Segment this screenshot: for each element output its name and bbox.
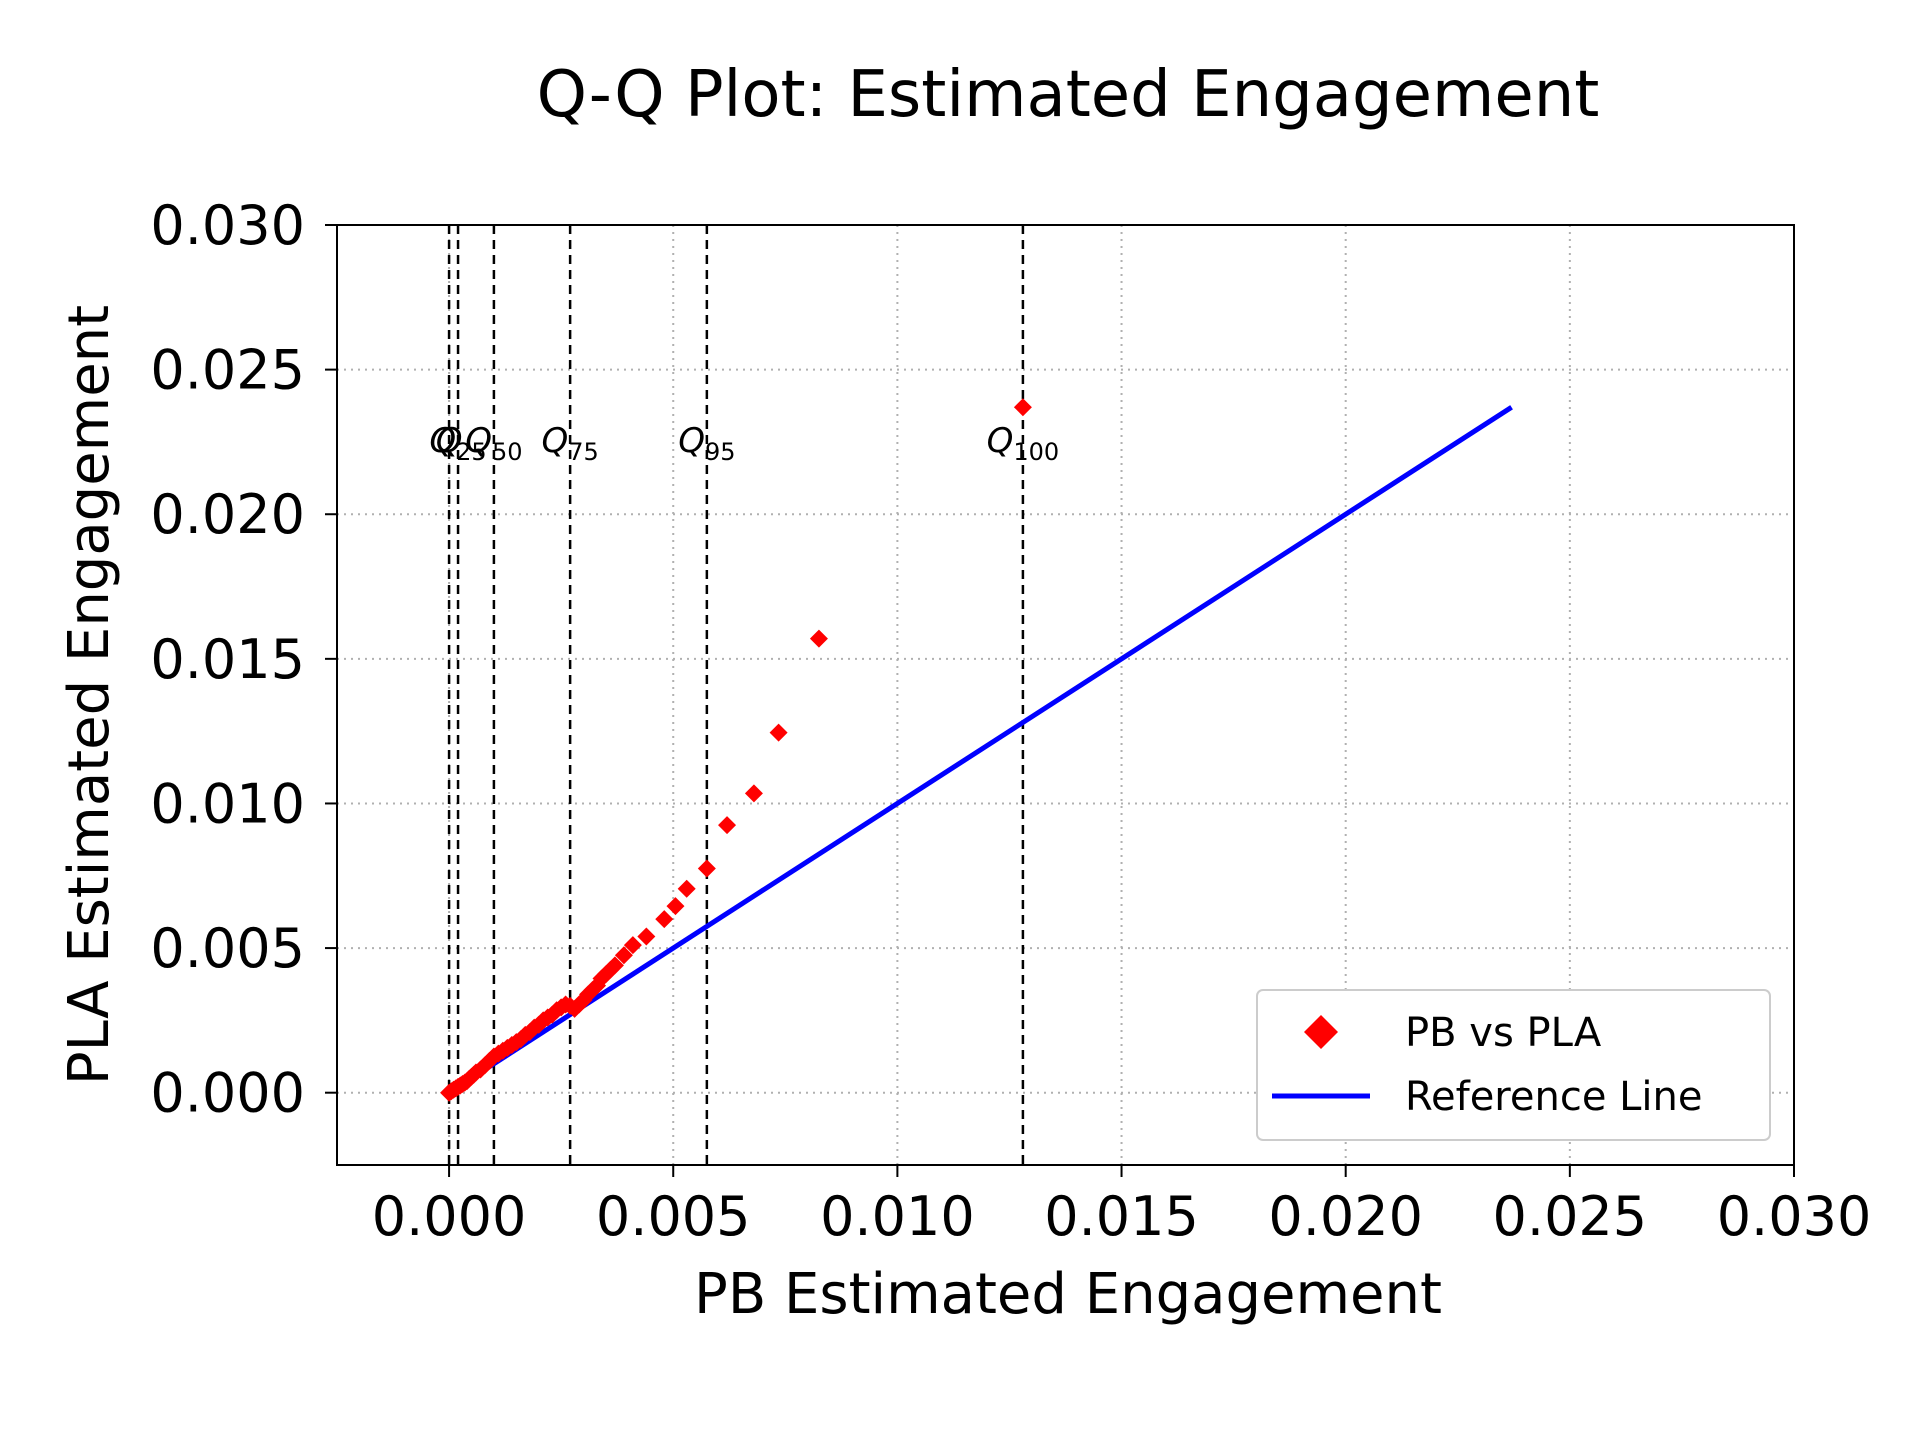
data-point	[697, 859, 716, 878]
x-tick-label: 0.020	[1268, 1185, 1423, 1248]
y-tick-label: 0.025	[150, 339, 305, 402]
data-point	[769, 723, 788, 742]
x-tick-label: 0.000	[372, 1185, 527, 1248]
data-point	[677, 879, 696, 898]
legend: PB vs PLA Reference Line	[1256, 989, 1771, 1141]
x-tick-label: 0.015	[1044, 1185, 1199, 1248]
y-axis-label: PLA Estimated Engagement	[57, 305, 122, 1085]
data-point	[809, 629, 828, 648]
data-point	[623, 936, 642, 955]
chart-title: Q-Q Plot: Estimated Engagement	[537, 58, 1600, 132]
data-point	[744, 784, 763, 803]
legend-box	[1256, 989, 1771, 1141]
y-tick-label: 0.010	[150, 772, 305, 835]
y-tick-label: 0.030	[150, 194, 305, 257]
y-tick-label: 0.000	[150, 1062, 305, 1125]
y-axis-ticks: 0.000 0.005 0.010 0.015 0.020 0.025 0.030	[150, 194, 337, 1125]
x-tick-label: 0.005	[596, 1185, 751, 1248]
data-point	[637, 927, 656, 946]
x-axis-ticks: 0.000 0.005 0.010 0.015 0.020 0.025 0.030	[372, 1165, 1872, 1248]
x-tick-label: 0.025	[1493, 1185, 1648, 1248]
y-tick-label: 0.005	[150, 917, 305, 980]
data-point	[655, 910, 674, 929]
data-point	[666, 897, 685, 916]
legend-diamond-marker	[1304, 1015, 1338, 1049]
data-point	[1013, 398, 1032, 417]
y-tick-label: 0.015	[150, 628, 305, 691]
x-tick-label: 0.030	[1717, 1185, 1872, 1248]
data-point	[605, 956, 624, 975]
reference-line	[447, 405, 1513, 1095]
data-point	[614, 946, 633, 965]
x-axis-label: PB Estimated Engagement	[694, 1262, 1442, 1327]
reference-line-group	[447, 405, 1513, 1095]
plot-frame	[336, 224, 1795, 1166]
legend-label-line: Reference Line	[1405, 1074, 1703, 1120]
scatter-points	[440, 398, 1032, 1102]
y-tick-label: 0.020	[150, 483, 305, 546]
legend-label-scatter: PB vs PLA	[1405, 1010, 1602, 1056]
data-point	[718, 816, 737, 835]
x-tick-label: 0.010	[820, 1185, 975, 1248]
